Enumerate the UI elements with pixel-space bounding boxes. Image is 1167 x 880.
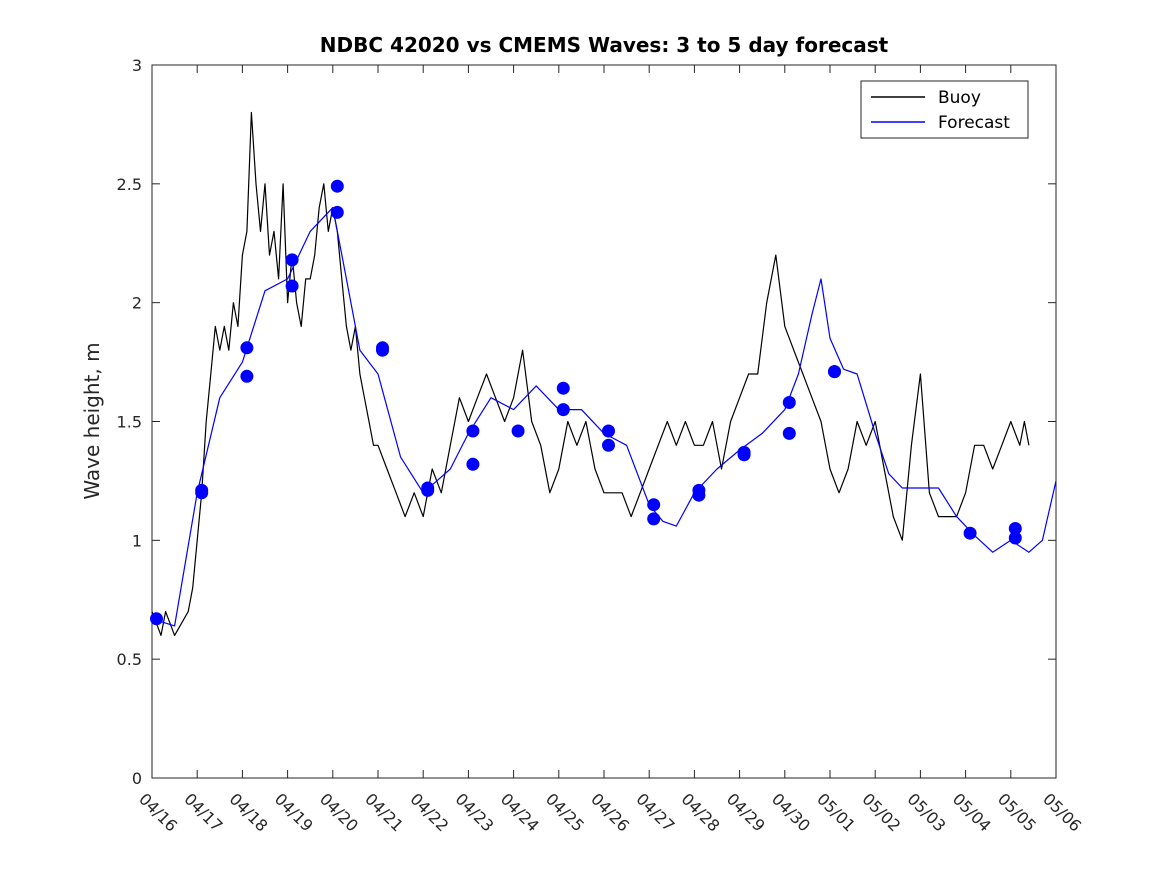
x-tick-label: 04/26 xyxy=(587,789,633,835)
forecast-point xyxy=(647,512,661,526)
forecast-point xyxy=(466,424,480,438)
plot-area xyxy=(151,64,1057,779)
x-tick-label: 04/19 xyxy=(271,789,317,835)
forecast-point xyxy=(963,526,977,540)
series-line-buoy xyxy=(151,111,1030,637)
legend-label-buoy: Buoy xyxy=(938,88,981,108)
forecast-point xyxy=(782,396,796,409)
forecast-point xyxy=(285,253,299,267)
x-tick-label: 05/01 xyxy=(813,789,859,835)
forecast-point xyxy=(240,341,254,355)
forecast-point xyxy=(330,205,344,219)
x-tick-label: 04/25 xyxy=(542,789,588,835)
x-tick-label: 04/24 xyxy=(497,789,543,835)
x-tick-label: 05/02 xyxy=(858,789,904,835)
forecast-point xyxy=(376,343,389,357)
forecast-point xyxy=(421,483,435,497)
forecast-point xyxy=(556,403,570,417)
forecast-point xyxy=(330,179,344,193)
x-tick-label: 05/05 xyxy=(994,789,1040,835)
forecast-point xyxy=(285,279,299,293)
forecast-point xyxy=(150,612,163,626)
y-tick-label: 2 xyxy=(132,294,142,313)
forecast-point xyxy=(602,438,615,452)
x-tick-label: 04/17 xyxy=(180,789,226,835)
x-tick-label: 04/27 xyxy=(632,789,678,835)
y-tick-label: 3 xyxy=(132,56,142,75)
x-tick-label: 05/06 xyxy=(1039,789,1085,835)
x-tick-label: 04/16 xyxy=(135,789,181,835)
legend: Buoy Forecast xyxy=(860,80,1029,139)
x-tick-label: 04/29 xyxy=(723,789,769,835)
y-tick-label: 2.5 xyxy=(117,175,142,194)
forecast-point xyxy=(602,424,615,438)
x-tick-label: 05/04 xyxy=(949,789,995,835)
y-tick-label: 0 xyxy=(132,769,142,788)
x-tick-label: 04/30 xyxy=(768,789,814,835)
forecast-point xyxy=(647,498,661,512)
x-tick-label: 04/21 xyxy=(361,789,407,835)
legend-label-forecast: Forecast xyxy=(938,113,1010,133)
y-tick-label: 1 xyxy=(132,531,142,550)
forecast-point xyxy=(195,486,209,500)
forecast-point xyxy=(737,448,751,462)
y-axis-title: Wave height, m xyxy=(80,342,104,499)
x-tick-label: 04/23 xyxy=(452,789,498,835)
forecast-point xyxy=(556,381,570,395)
y-tick-label: 0.5 xyxy=(117,650,142,669)
forecast-point xyxy=(782,426,796,440)
x-tick-label: 04/18 xyxy=(226,789,272,835)
forecast-point xyxy=(828,365,841,379)
forecast-point xyxy=(1008,531,1022,545)
chart-title: NDBC 42020 vs CMEMS Waves: 3 to 5 day fo… xyxy=(320,33,889,57)
forecast-point xyxy=(511,424,525,438)
x-tick-label: 04/28 xyxy=(678,789,724,835)
forecast-point xyxy=(692,488,706,502)
x-tick-label: 04/20 xyxy=(316,789,362,835)
x-tick-label: 04/22 xyxy=(406,789,452,835)
y-tick-label: 1.5 xyxy=(117,413,142,432)
x-tick-label: 05/03 xyxy=(904,789,950,835)
forecast-point xyxy=(240,369,254,383)
forecast-point xyxy=(466,457,480,471)
marker-layer xyxy=(150,179,1022,626)
